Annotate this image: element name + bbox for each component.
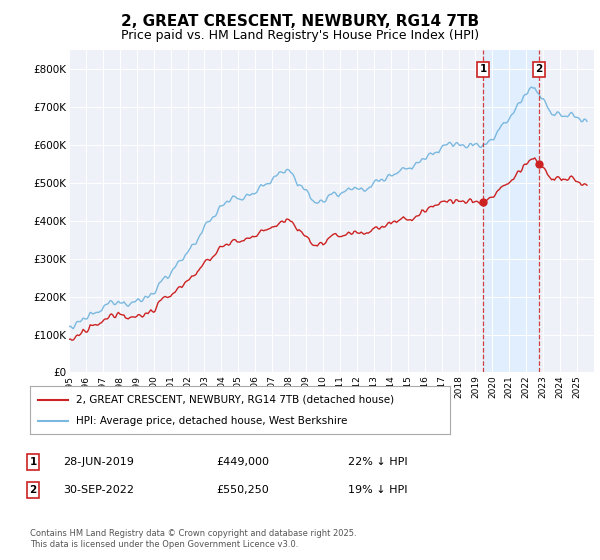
Bar [483,50,539,372]
Text: 2, GREAT CRESCENT, NEWBURY, RG14 7TB: 2, GREAT CRESCENT, NEWBURY, RG14 7TB [121,14,479,29]
Text: Price paid vs. HM Land Registry's House Price Index (HPI): Price paid vs. HM Land Registry's House … [121,29,479,42]
Text: 1: 1 [479,64,487,74]
Text: HPI: Average price, detached house, West Berkshire: HPI: Average price, detached house, West… [76,416,347,426]
Text: 22% ↓ HPI: 22% ↓ HPI [348,457,407,467]
Text: 1: 1 [29,457,37,467]
Text: 19% ↓ HPI: 19% ↓ HPI [348,485,407,495]
Text: Contains HM Land Registry data © Crown copyright and database right 2025.
This d: Contains HM Land Registry data © Crown c… [30,529,356,549]
Text: 2: 2 [535,64,542,74]
Text: 2, GREAT CRESCENT, NEWBURY, RG14 7TB (detached house): 2, GREAT CRESCENT, NEWBURY, RG14 7TB (de… [76,395,394,405]
Text: 28-JUN-2019: 28-JUN-2019 [63,457,134,467]
Text: £550,250: £550,250 [216,485,269,495]
Text: £449,000: £449,000 [216,457,269,467]
Text: 2: 2 [29,485,37,495]
Text: 30-SEP-2022: 30-SEP-2022 [63,485,134,495]
